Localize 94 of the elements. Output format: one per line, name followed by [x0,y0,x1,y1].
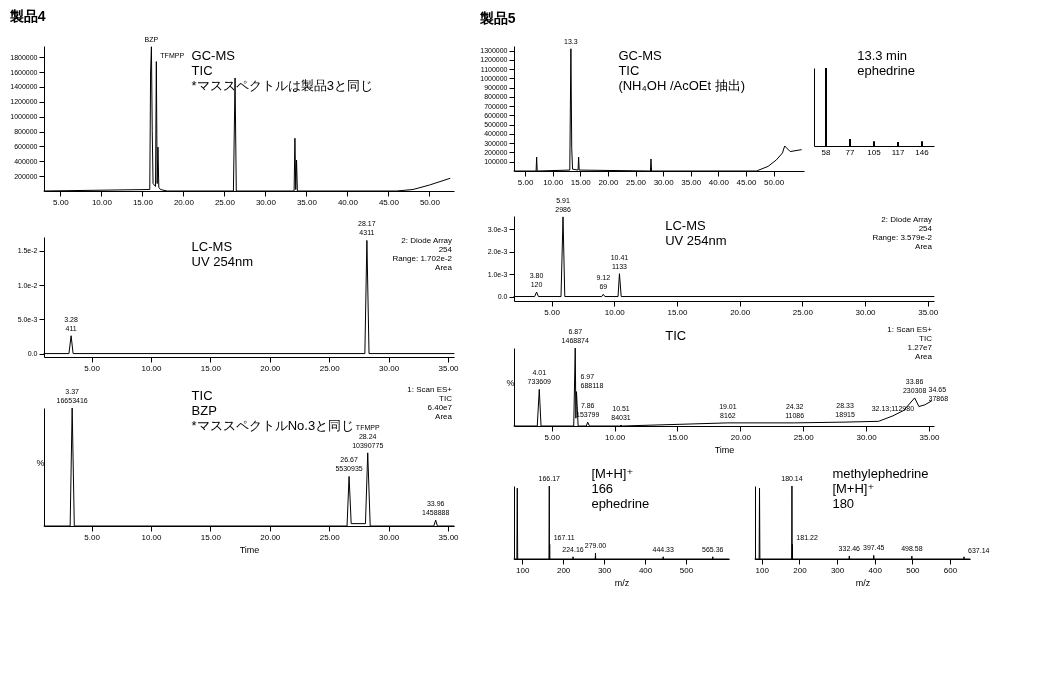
text: TIC [665,328,687,343]
annotation: TIC [191,63,213,78]
annotation: GC-MS [191,48,236,63]
annotation: [M+H]⁺ 180 [832,481,875,511]
chart-title: 製品4 [8,7,46,24]
x-tick-label: 5.00 [544,307,561,317]
x-tick-label: 25.00 [214,197,236,207]
x-tick-label: 25.00 [626,177,647,187]
x-axis-title: Time [714,444,735,455]
annotation: TIC [618,63,640,78]
x-tick-label: 30.00 [855,307,877,317]
x-tick-label: 10.00 [604,307,626,317]
x-tick-label: 300 [597,565,612,575]
x-tick-label: 30.00 [653,177,675,187]
x-tick-label: 45.00 [736,177,758,187]
x-tick-label: 20.00 [260,363,281,373]
annotation: *マススペクトルNo.3と同じ [191,418,355,433]
annotation: UV 254nm [191,254,254,269]
x-tick-label: 300 [830,565,845,575]
x-tick-label: 10.00 [91,197,113,207]
chart-subtitle: 1: Scan ES+ TIC 6.40e7 Area [407,385,453,421]
x-tick-label: 10.00 [141,363,163,373]
x-tick-label: 77 [845,147,855,157]
x-tick-label: 10.00 [141,532,163,542]
x-tick-label: 10.00 [543,177,564,187]
x-tick-label: 25.00 [792,307,814,317]
x-tick-label: 117 [891,147,905,157]
x-tick-label: 600 [943,565,958,575]
annotation: UV 254nm [665,233,727,248]
text: 2: Diode Array 254 Range: 1.702e-2 Area [392,236,453,272]
x-tick-label: 5.00 [544,432,561,442]
text: methylephedrine [832,466,929,481]
x-tick-label: 100 [755,565,770,575]
x-tick-label: 10.00 [605,432,626,442]
chart-subtitle: 1: Scan ES+ TIC 1.27e7 Area [887,325,933,361]
x-tick-label: 20.00 [173,197,195,207]
x-tick-label: 30.00 [255,197,277,207]
x-axis-title: m/z [614,577,630,588]
x-tick-label: 40.00 [708,177,730,187]
x-tick-label: 20.00 [598,177,619,187]
x-tick-label: 35.00 [918,307,939,317]
x-tick-label: 15.00 [667,432,689,442]
chart-title: 製品5 [478,9,516,26]
annotation: LC-MS [191,239,233,254]
x-tick-label: 15.00 [667,307,689,317]
x-tick-label: 400 [638,565,653,575]
x-tick-label: 35.00 [919,432,941,442]
x-tick-label: 45.00 [378,197,400,207]
x-tick-label: 200 [793,565,808,575]
x-tick-label: 30.00 [379,363,400,373]
text: 2: Diode Array 254 Range: 3.579e-2 Area [872,215,933,251]
x-tick-label: 15.00 [132,197,154,207]
x-tick-label: 500 [906,565,921,575]
annotation: LC-MS [665,218,706,233]
text: TIC [191,388,213,403]
x-tick-label: 15.00 [200,363,222,373]
annotation: GC-MS [618,48,663,63]
y-axis-title: % [506,377,515,388]
x-tick-label: 5.00 [84,532,101,542]
annotation: (NH₄OH /AcOEt 抽出) [618,78,746,93]
x-tick-label: 40.00 [337,197,359,207]
x-tick-label: 100 [516,565,530,575]
annotation: ephedrine [591,496,650,511]
text: 13.3 min [857,48,908,63]
x-tick-label: 5.00 [53,197,70,207]
annotation: ephedrine [857,63,916,78]
x-tick-label: 5.00 [84,363,101,373]
x-tick-label: 58 [821,147,831,157]
x-axis-title: Time [239,544,260,555]
x-tick-label: 146 [915,147,930,157]
x-tick-label: 35.00 [681,177,702,187]
x-tick-label: 50.00 [764,177,785,187]
x-tick-label: 15.00 [570,177,592,187]
x-tick-label: 35.00 [438,363,460,373]
x-tick-label: 20.00 [730,307,751,317]
x-tick-label: 35.00 [438,532,460,542]
x-tick-label: 25.00 [793,432,815,442]
x-tick-label: 25.00 [319,363,341,373]
x-tick-label: 20.00 [730,432,752,442]
x-axis-title: m/z [855,577,871,588]
x-tick-label: 50.00 [419,197,441,207]
x-tick-label: 105 [867,147,882,157]
x-tick-label: 30.00 [856,432,878,442]
x-tick-label: 15.00 [200,532,222,542]
annotation: BZP [191,403,217,418]
x-tick-label: 200 [556,565,571,575]
y-axis-title: % [36,457,45,468]
x-tick-label: 30.00 [379,532,400,542]
x-tick-label: 20.00 [260,532,281,542]
x-tick-label: 25.00 [319,532,341,542]
x-tick-label: 35.00 [296,197,318,207]
x-tick-label: 400 [868,565,883,575]
x-tick-label: 500 [679,565,694,575]
x-tick-label: 5.00 [517,177,534,187]
